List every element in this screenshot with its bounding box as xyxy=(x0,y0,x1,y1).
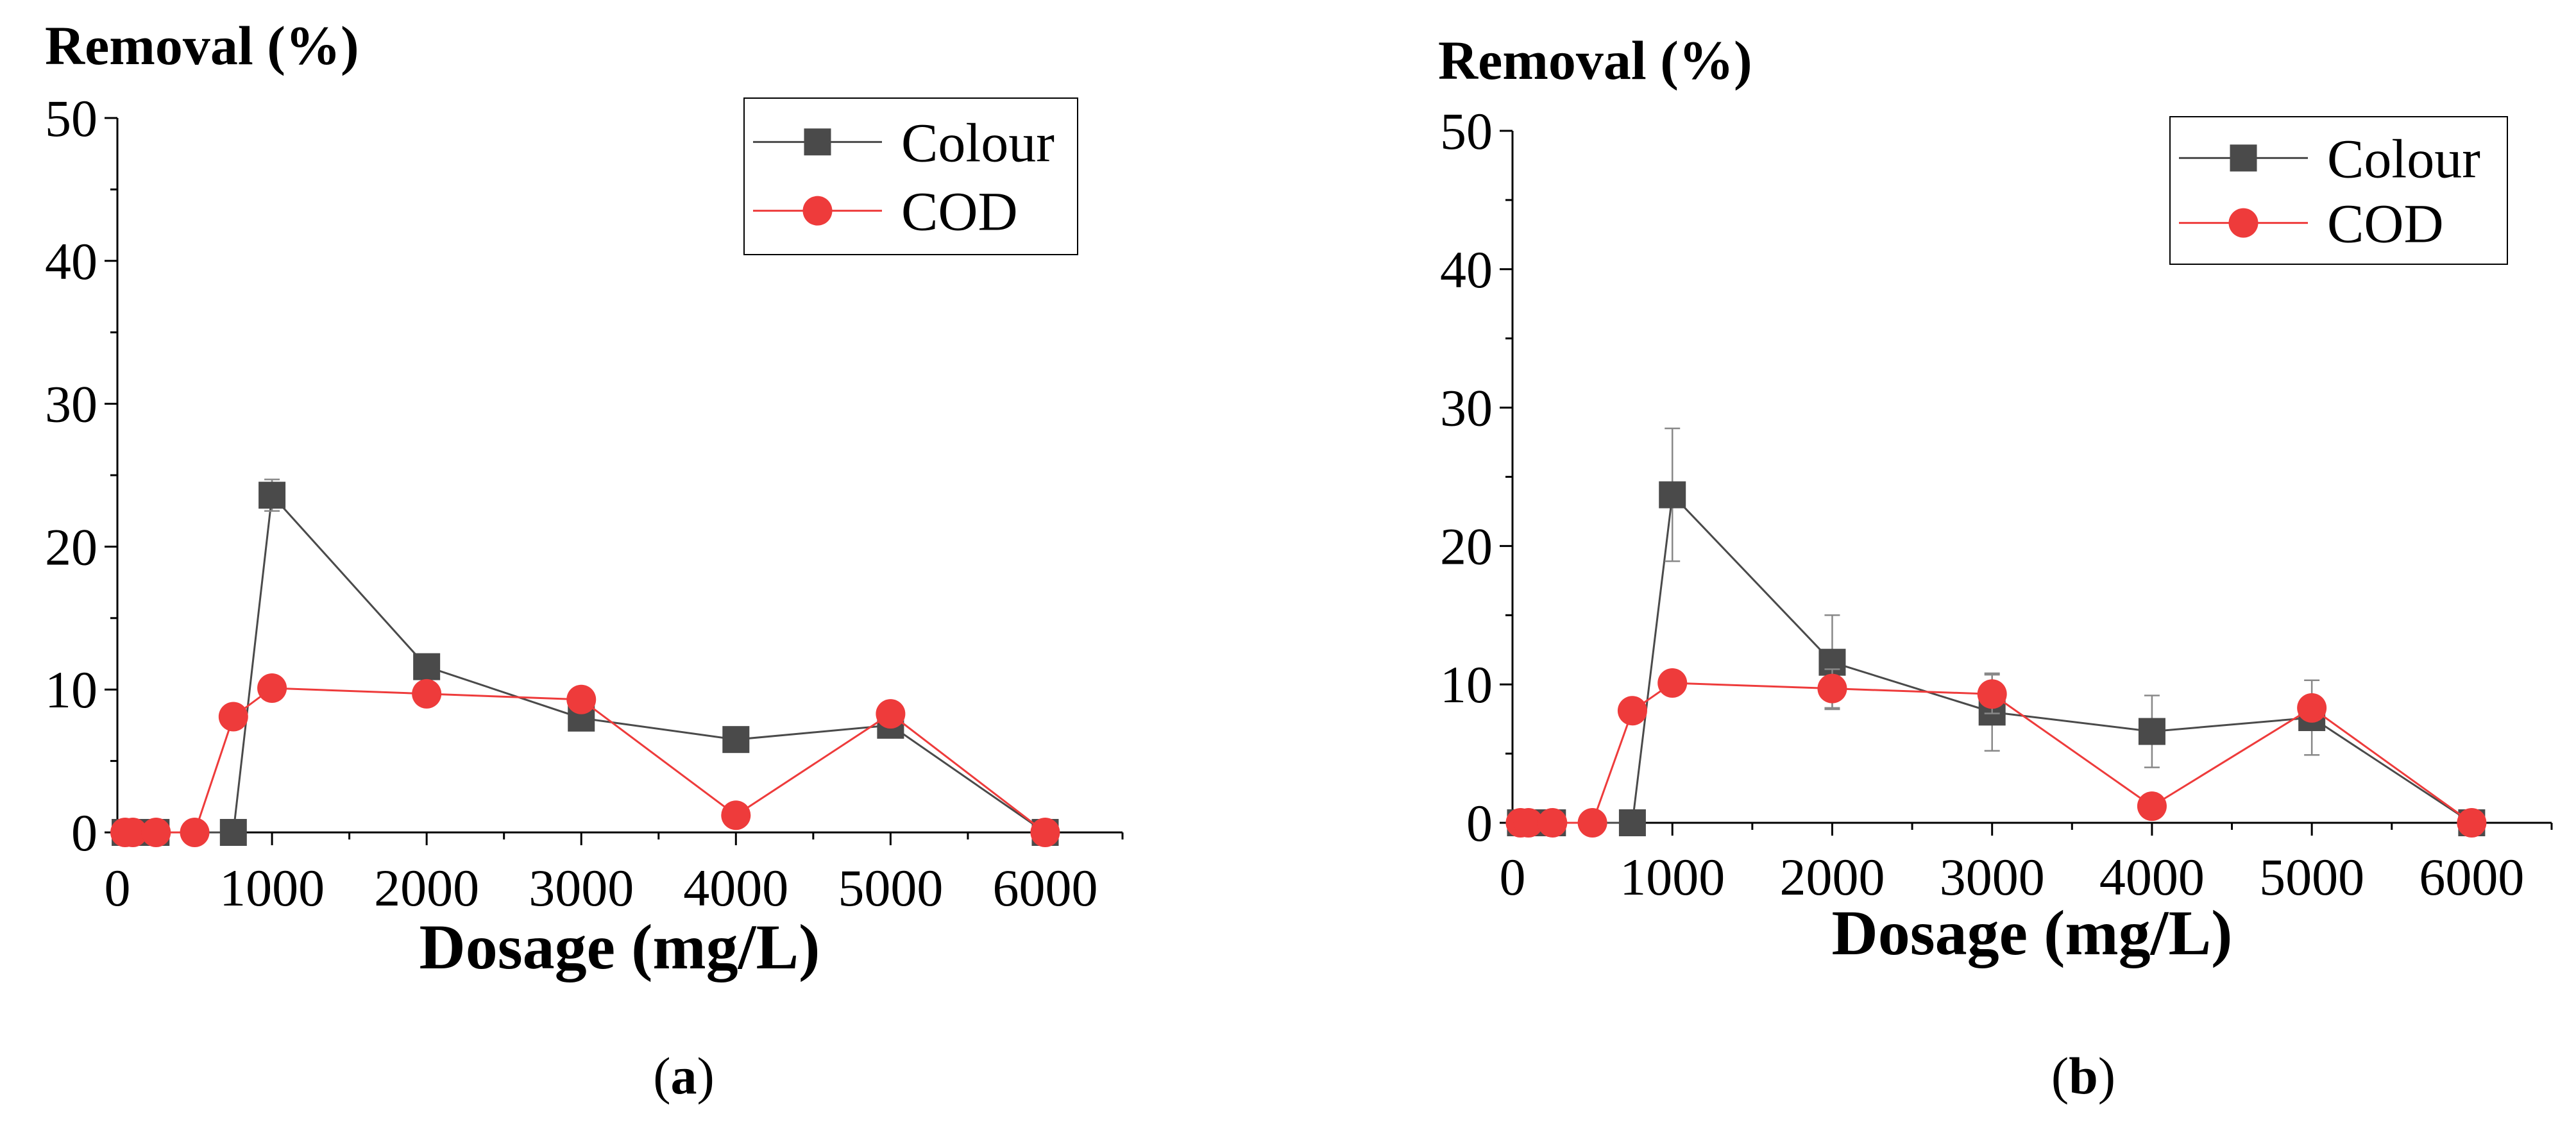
legend-label-colour: Colour xyxy=(901,112,1055,173)
panel-label-open: ( xyxy=(2051,1047,2069,1105)
x-tick-label: 5000 xyxy=(838,859,943,917)
legend-label-cod: COD xyxy=(2327,193,2444,255)
data-point-cod xyxy=(1977,679,2007,709)
data-point-colour xyxy=(2138,718,2165,745)
panel-label: (b) xyxy=(2051,1047,2115,1105)
y-tick-label: 50 xyxy=(45,89,97,148)
y-tick-label: 0 xyxy=(1466,794,1493,852)
legend-marker-colour xyxy=(804,128,831,156)
x-axis-title: Dosage (mg/L) xyxy=(419,911,820,982)
data-point-cod xyxy=(1030,818,1060,847)
chart-panel-a: 0 10 20 30 40 50 0 1000 2000 3000 4000 5000 6000 Remo… xyxy=(45,15,1124,1105)
y-axis-title: Removal (%) xyxy=(1438,30,1752,91)
y-axis-title: Removal (%) xyxy=(45,15,359,76)
data-point-cod xyxy=(1538,808,1568,838)
x-tick-label: 0 xyxy=(1500,848,1526,906)
y-tick-label: 0 xyxy=(71,804,97,862)
data-point-cod xyxy=(566,684,597,714)
y-tick-label: 10 xyxy=(1440,655,1493,714)
data-point-cod xyxy=(412,678,442,709)
data-point-cod xyxy=(1577,808,1607,838)
data-point-colour xyxy=(219,819,247,846)
panel-label-open: ( xyxy=(653,1047,670,1105)
data-point-colour xyxy=(413,653,441,680)
x-tick-label: 6000 xyxy=(992,859,1097,917)
x-tick-label: 3000 xyxy=(529,859,634,917)
data-point-cod xyxy=(876,699,906,729)
panel-label: (a) xyxy=(653,1047,715,1105)
x-tick-label: 6000 xyxy=(2419,848,2524,906)
series-line-colour xyxy=(1520,493,2473,824)
data-point-colour xyxy=(1618,809,1646,836)
panel-label-letter: b xyxy=(2069,1047,2098,1105)
series-line-colour xyxy=(125,493,1046,834)
data-point-cod xyxy=(2457,808,2487,838)
data-point-colour xyxy=(1659,481,1686,509)
y-tick-label: 30 xyxy=(1440,379,1493,437)
data-point-cod xyxy=(1513,808,1543,838)
panel-label-close: ) xyxy=(697,1047,715,1105)
legend-box xyxy=(743,97,1078,255)
x-tick-label: 3000 xyxy=(1940,848,2045,906)
x-tick-label: 4000 xyxy=(683,859,788,917)
data-point-cod xyxy=(1657,668,1688,698)
x-tick-label: 1000 xyxy=(219,859,325,917)
legend-marker-colour xyxy=(2230,144,2257,172)
data-point-cod xyxy=(1617,696,1647,726)
y-tick-label: 20 xyxy=(45,518,97,576)
data-point-cod xyxy=(2297,693,2327,723)
y-tick-label: 20 xyxy=(1440,517,1493,575)
legend-marker-cod xyxy=(802,196,833,226)
y-tick-label: 10 xyxy=(45,661,97,719)
x-tick-label: 0 xyxy=(105,859,131,917)
x-tick-label: 2000 xyxy=(374,859,479,917)
y-tick-label: 40 xyxy=(45,232,97,291)
x-axis-title: Dosage (mg/L) xyxy=(1832,897,2233,968)
panel-label-letter: a xyxy=(671,1047,697,1105)
y-tick-label: 40 xyxy=(1440,240,1493,299)
data-point-cod xyxy=(721,800,751,830)
data-point-cod xyxy=(2137,791,2167,822)
x-tick-label: 1000 xyxy=(1620,848,1725,906)
x-tick-label: 5000 xyxy=(2259,848,2364,906)
data-point-colour xyxy=(258,482,286,509)
legend-box xyxy=(2169,116,2508,265)
panel-label-close: ) xyxy=(2098,1047,2115,1105)
legend-label-colour: Colour xyxy=(2327,128,2480,189)
data-point-cod xyxy=(118,818,148,847)
data-point-cod xyxy=(180,818,210,847)
chart-panel-b: 0 10 20 30 40 50 0 1000 2000 3000 4000 5000 6000 Remo… xyxy=(1438,30,2553,1105)
data-point-cod xyxy=(1817,673,1847,704)
x-tick-label: 2000 xyxy=(1779,848,1885,906)
data-point-cod xyxy=(218,702,248,732)
y-tick-label: 50 xyxy=(1440,102,1493,160)
x-tick-label: 4000 xyxy=(2099,848,2205,906)
legend-marker-cod xyxy=(2228,208,2258,238)
data-point-cod xyxy=(257,673,287,703)
data-point-cod xyxy=(141,818,171,847)
legend-label-cod: COD xyxy=(901,181,1018,242)
data-point-colour xyxy=(722,726,750,754)
y-tick-label: 30 xyxy=(45,375,97,434)
